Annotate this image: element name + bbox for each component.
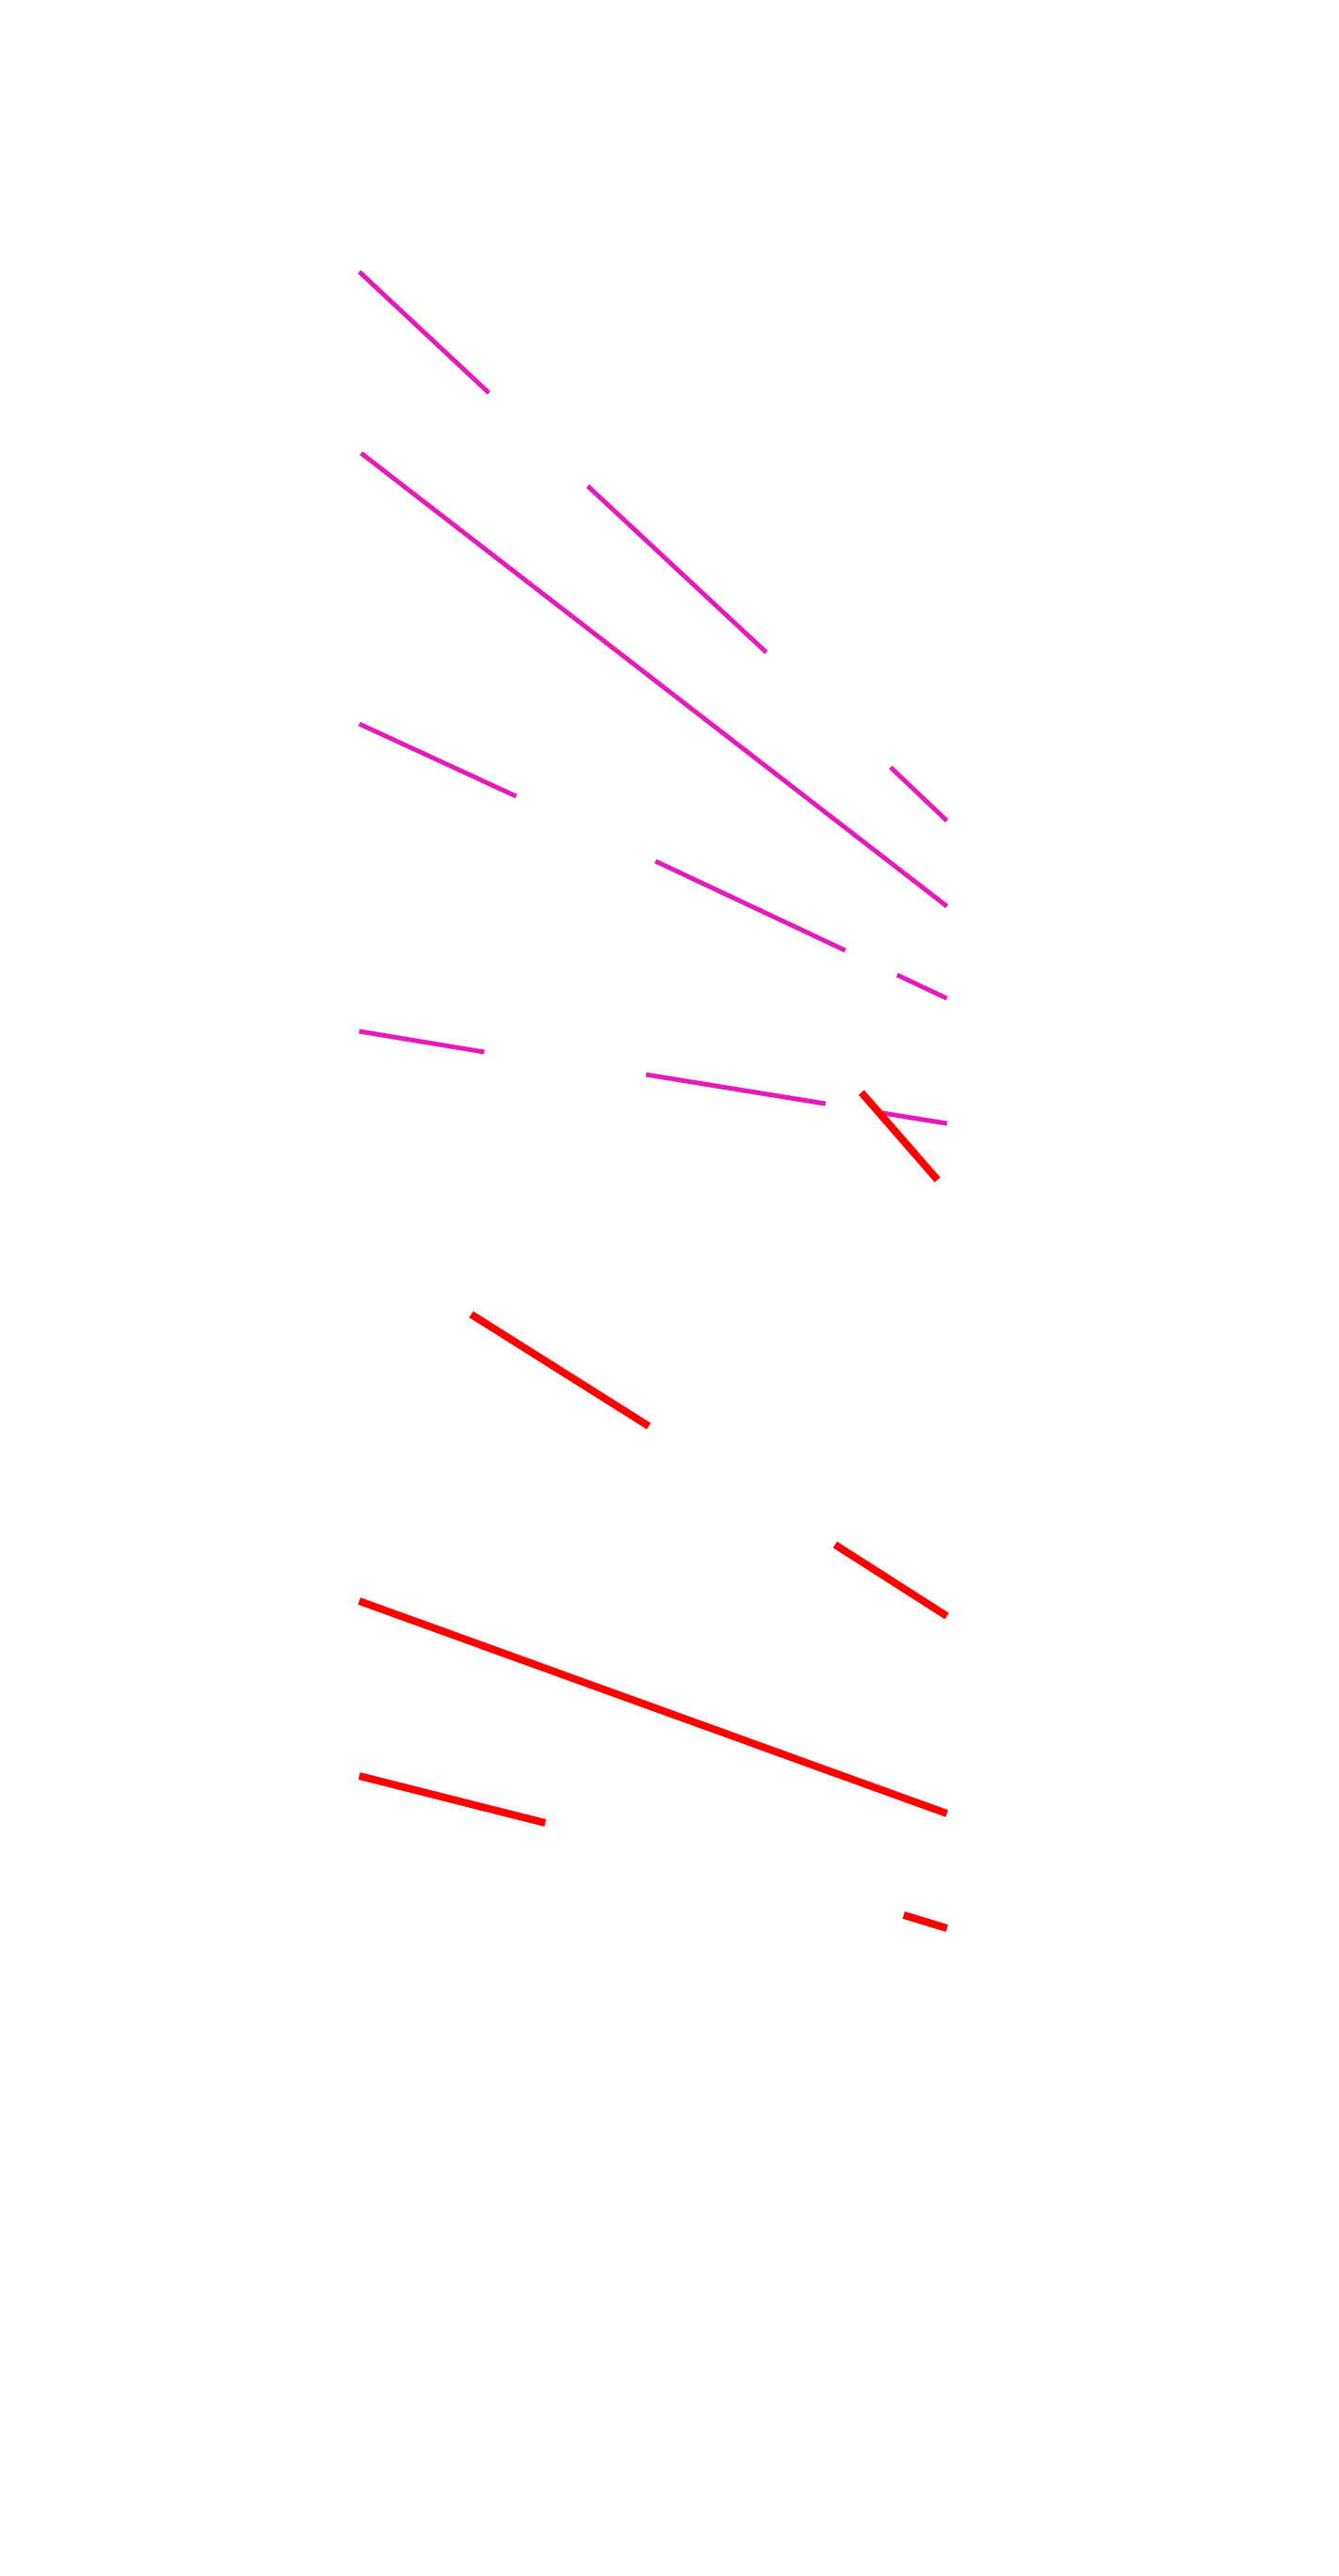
magenta-line-segment bbox=[895, 972, 949, 1001]
magenta-stroke-group bbox=[357, 270, 949, 1126]
magenta-line-segment bbox=[358, 1029, 485, 1055]
magenta-line-segment bbox=[645, 1072, 827, 1107]
magenta-line-segment bbox=[876, 1109, 948, 1126]
red-line-segment bbox=[858, 1090, 941, 1183]
red-stroke-group bbox=[357, 1090, 950, 1932]
red-line-segment bbox=[357, 1597, 949, 1817]
magenta-line-segment bbox=[357, 721, 518, 799]
magenta-line-segment bbox=[654, 858, 847, 953]
red-line-segment bbox=[468, 1311, 652, 1430]
red-line-segment bbox=[832, 1541, 950, 1620]
magenta-line-segment bbox=[889, 765, 949, 823]
red-line-segment bbox=[902, 1911, 949, 1932]
magenta-line-segment bbox=[359, 451, 949, 908]
magenta-line-segment bbox=[357, 270, 491, 395]
magenta-line-segment bbox=[586, 484, 768, 654]
red-line-segment bbox=[358, 1772, 546, 1827]
